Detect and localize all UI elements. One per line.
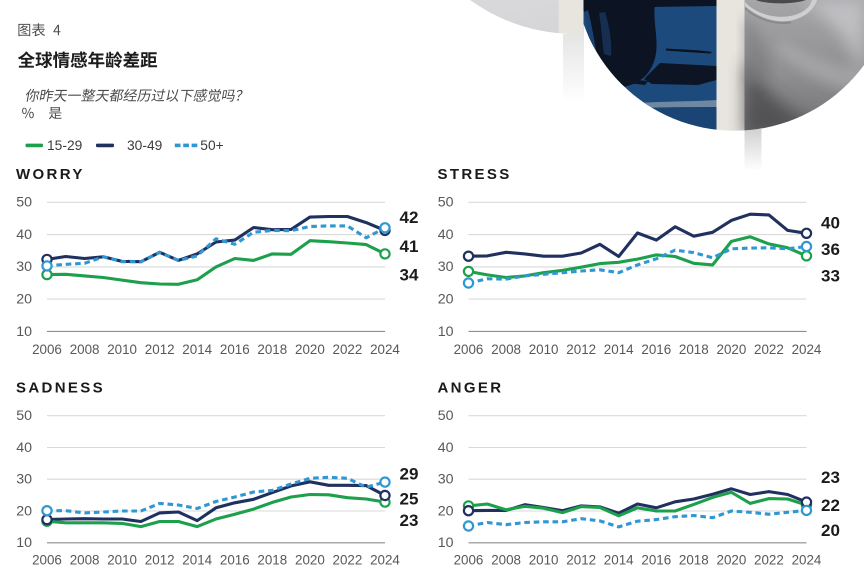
svg-text:2020: 2020	[295, 342, 325, 357]
svg-text:10: 10	[16, 535, 32, 551]
svg-text:10: 10	[438, 535, 454, 551]
svg-text:2006: 2006	[32, 552, 62, 567]
svg-text:22: 22	[821, 496, 840, 515]
svg-text:20: 20	[821, 521, 840, 540]
svg-text:2014: 2014	[604, 552, 634, 567]
svg-text:2022: 2022	[754, 552, 784, 567]
svg-text:2010: 2010	[107, 342, 137, 357]
svg-text:2006: 2006	[454, 552, 484, 567]
svg-text:50+: 50+	[200, 138, 223, 153]
svg-text:10: 10	[16, 324, 32, 340]
svg-text:2008: 2008	[491, 552, 521, 567]
svg-text:ANGER: ANGER	[438, 380, 504, 397]
svg-text:2006: 2006	[32, 342, 62, 357]
svg-text:2010: 2010	[529, 342, 559, 357]
svg-text:10: 10	[438, 324, 454, 340]
svg-text:30: 30	[438, 472, 454, 488]
svg-text:2020: 2020	[717, 342, 747, 357]
svg-text:2018: 2018	[679, 342, 709, 357]
svg-text:2020: 2020	[717, 552, 747, 567]
svg-text:30: 30	[16, 472, 32, 488]
svg-text:20: 20	[438, 292, 454, 308]
svg-text:15-29: 15-29	[47, 138, 83, 153]
svg-text:30: 30	[16, 259, 32, 275]
svg-text:30: 30	[438, 259, 454, 275]
svg-text:2018: 2018	[679, 552, 709, 567]
svg-text:2012: 2012	[566, 342, 596, 357]
svg-text:2010: 2010	[529, 552, 559, 567]
svg-text:2014: 2014	[182, 342, 212, 357]
svg-text:2014: 2014	[604, 342, 634, 357]
svg-text:2022: 2022	[754, 342, 784, 357]
svg-text:25: 25	[400, 490, 419, 509]
svg-text:42: 42	[400, 208, 419, 227]
svg-text:2006: 2006	[454, 342, 484, 357]
svg-text:2016: 2016	[641, 342, 671, 357]
svg-text:2008: 2008	[70, 552, 100, 567]
svg-text:20: 20	[16, 292, 32, 308]
svg-text:50: 50	[16, 195, 32, 211]
svg-text:34: 34	[400, 266, 419, 285]
svg-text:23: 23	[400, 511, 419, 530]
svg-text:2012: 2012	[566, 552, 596, 567]
svg-text:41: 41	[400, 237, 419, 256]
svg-text:33: 33	[821, 266, 840, 285]
svg-text:2012: 2012	[145, 552, 175, 567]
svg-text:30-49: 30-49	[127, 138, 163, 153]
svg-text:2020: 2020	[295, 552, 325, 567]
svg-text:40: 40	[438, 440, 454, 456]
svg-text:2016: 2016	[220, 552, 250, 567]
svg-text:2024: 2024	[792, 552, 822, 567]
svg-text:2022: 2022	[333, 552, 363, 567]
svg-text:2014: 2014	[182, 552, 212, 567]
svg-text:2022: 2022	[333, 342, 363, 357]
svg-text:2024: 2024	[370, 342, 400, 357]
svg-text:SADNESS: SADNESS	[16, 380, 105, 397]
svg-text:50: 50	[438, 408, 454, 424]
svg-text:50: 50	[16, 408, 32, 424]
svg-text:40: 40	[438, 227, 454, 243]
svg-text:23: 23	[821, 468, 840, 487]
svg-text:2016: 2016	[220, 342, 250, 357]
svg-text:2010: 2010	[107, 552, 137, 567]
svg-text:STRESS: STRESS	[438, 166, 512, 183]
svg-text:36: 36	[821, 240, 840, 259]
svg-text:WORRY: WORRY	[16, 166, 85, 183]
svg-text:2008: 2008	[70, 342, 100, 357]
svg-text:2008: 2008	[491, 342, 521, 357]
svg-text:40: 40	[821, 214, 840, 233]
svg-text:40: 40	[16, 227, 32, 243]
svg-text:2016: 2016	[641, 552, 671, 567]
svg-text:2024: 2024	[792, 342, 822, 357]
svg-text:2018: 2018	[257, 342, 287, 357]
svg-text:50: 50	[438, 195, 454, 211]
svg-text:29: 29	[400, 465, 419, 484]
svg-text:2012: 2012	[145, 342, 175, 357]
svg-text:2018: 2018	[257, 552, 287, 567]
svg-text:40: 40	[16, 440, 32, 456]
svg-text:2024: 2024	[370, 552, 400, 567]
svg-text:20: 20	[438, 503, 454, 519]
svg-text:20: 20	[16, 503, 32, 519]
